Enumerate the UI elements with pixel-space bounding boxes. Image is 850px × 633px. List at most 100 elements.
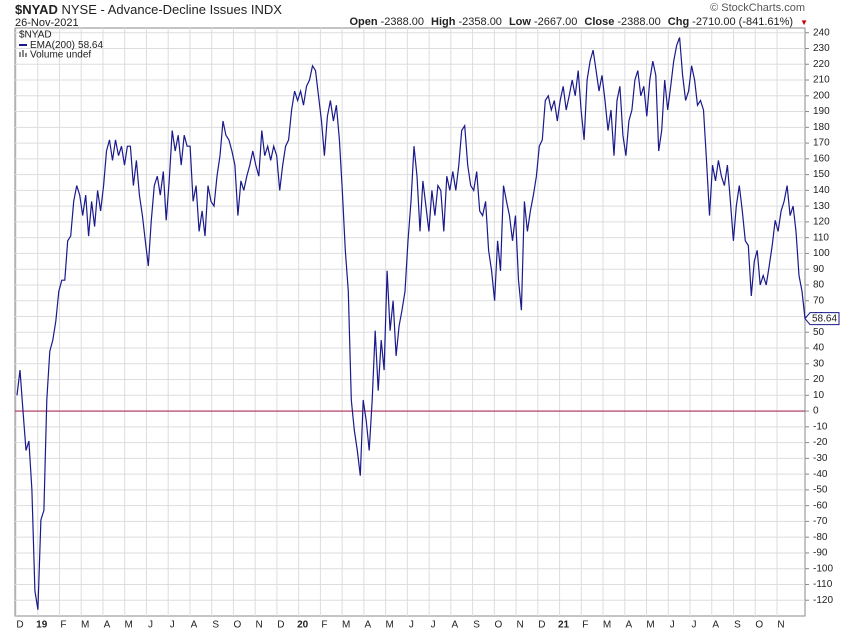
x-tick-label: D xyxy=(277,620,284,631)
y-tick-label: 230 xyxy=(813,43,830,54)
x-tick-label: N xyxy=(777,620,784,631)
x-tick-label: J xyxy=(670,620,675,631)
y-tick-label: -10 xyxy=(813,421,828,432)
date: 26-Nov-2021 xyxy=(15,17,79,29)
last-value-label: 58.64 xyxy=(812,313,837,324)
y-tick-label: -70 xyxy=(813,516,828,527)
y-tick-label: 200 xyxy=(813,90,830,101)
plot-area xyxy=(14,27,806,617)
y-tick-label: -110 xyxy=(813,579,833,590)
y-tick-label: 30 xyxy=(813,358,825,369)
x-tick-label: J xyxy=(148,620,153,631)
y-tick-label: 240 xyxy=(813,27,830,38)
data-line xyxy=(16,37,806,610)
volume-icon xyxy=(19,52,21,57)
x-tick-label: A xyxy=(365,620,372,631)
y-tick-label: -30 xyxy=(813,453,828,464)
volume-icon xyxy=(22,50,24,57)
y-tick-label: 170 xyxy=(813,138,830,149)
y-tick-label: -50 xyxy=(813,485,828,496)
x-tick-label: M xyxy=(81,620,89,631)
x-tick-label: M xyxy=(603,620,611,631)
x-tick-label: O xyxy=(494,620,502,631)
x-tick-label: A xyxy=(712,620,719,631)
description: NYSE - Advance-Decline Issues xyxy=(61,2,248,17)
x-tick-label: A xyxy=(104,620,111,631)
x-tick-label: F xyxy=(321,620,327,631)
y-tick-label: 130 xyxy=(813,201,830,212)
legend-entry: EMA(200) 58.64 xyxy=(30,40,103,51)
quote-value: -2388.00 xyxy=(380,16,425,28)
y-tick-label: 40 xyxy=(813,343,825,354)
y-tick-label: 150 xyxy=(813,169,830,180)
x-tick-label: F xyxy=(60,620,66,631)
x-tick-label: S xyxy=(212,620,219,631)
y-tick-label: 90 xyxy=(813,264,825,275)
y-tick-label: 50 xyxy=(813,327,825,338)
x-tick-label: A xyxy=(625,620,632,631)
quote-label: Open xyxy=(349,16,378,28)
x-tick-label: F xyxy=(582,620,588,631)
quote-label: Chg xyxy=(667,16,690,28)
quote-label: High xyxy=(431,16,456,28)
x-tick-label: J xyxy=(409,620,414,631)
y-tick-label: 120 xyxy=(813,217,830,228)
x-tick-label: M xyxy=(342,620,350,631)
y-tick-label: 110 xyxy=(813,232,829,243)
y-tick-label: 190 xyxy=(813,106,830,117)
volume-icon xyxy=(25,53,27,57)
x-tick-label: O xyxy=(755,620,763,631)
y-tick-label: 180 xyxy=(813,122,830,133)
quote-value: -2388.00 xyxy=(617,16,661,28)
copyright: © StockCharts.com xyxy=(710,2,805,14)
quote-label: Low xyxy=(508,16,531,28)
y-tick-label: -60 xyxy=(813,500,828,511)
x-tick-label: 19 xyxy=(36,620,48,631)
y-tick-label: -80 xyxy=(813,532,828,543)
y-tick-label: 100 xyxy=(813,248,830,259)
x-tick-label: J xyxy=(431,620,436,631)
x-tick-label: S xyxy=(473,620,480,631)
x-tick-label: O xyxy=(234,620,242,631)
x-tick-label: M xyxy=(385,620,393,631)
y-tick-label: 80 xyxy=(813,280,825,291)
legend-value: 58.64 xyxy=(78,40,103,51)
y-tick-label: -120 xyxy=(813,595,833,606)
legend-name: EMA(200) xyxy=(30,40,75,51)
x-tick-label: D xyxy=(538,620,545,631)
y-tick-label: 160 xyxy=(813,153,830,164)
y-tick-label: -90 xyxy=(813,548,828,559)
legend-symbol: $NYAD xyxy=(19,30,52,41)
exchange: INDX xyxy=(250,2,282,17)
x-tick-label: A xyxy=(452,620,459,631)
x-tick-label: D xyxy=(16,620,23,631)
y-tick-label: -20 xyxy=(813,437,828,448)
y-tick-label: 70 xyxy=(813,295,825,306)
x-tick-label: N xyxy=(256,620,263,631)
x-tick-label: J xyxy=(170,620,175,631)
quote-value: -2667.00 xyxy=(533,16,578,28)
legend-volume: Volume undef xyxy=(30,50,91,61)
y-tick-label: 140 xyxy=(813,185,830,196)
x-tick-label: 21 xyxy=(558,620,570,631)
y-tick-label: 20 xyxy=(813,374,825,385)
x-tick-label: M xyxy=(125,620,133,631)
y-tick-label: -40 xyxy=(813,469,828,480)
y-tick-label: -100 xyxy=(813,563,833,574)
quote-value: -2710.00 (-841.61%) xyxy=(692,16,794,28)
quote: Open -2388.00 High -2358.00 Low -2667.00 Close… xyxy=(349,16,808,28)
title-row: $NYAD NYSE - Advance-Decline Issues INDX xyxy=(15,2,282,17)
quote-value: -2358.00 xyxy=(458,16,502,28)
y-tick-label: 220 xyxy=(813,59,830,70)
x-tick-label: M xyxy=(646,620,654,631)
y-tick-label: 210 xyxy=(813,75,830,86)
x-tick-label: S xyxy=(734,620,741,631)
symbol: $NYAD xyxy=(15,2,58,17)
x-tick-label: J xyxy=(692,620,697,631)
x-tick-label: 20 xyxy=(297,620,309,631)
quote-label: Close xyxy=(584,16,615,28)
x-tick-label: N xyxy=(516,620,523,631)
y-tick-label: 10 xyxy=(813,390,825,401)
last-value-box xyxy=(804,312,840,326)
